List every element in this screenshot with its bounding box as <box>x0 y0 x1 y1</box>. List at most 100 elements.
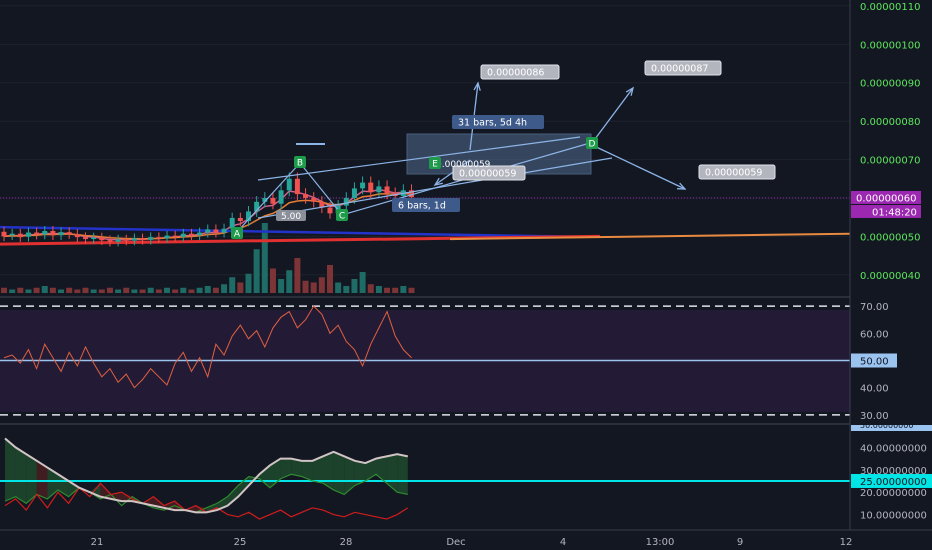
candle[interactable] <box>99 232 105 245</box>
candle[interactable] <box>164 230 170 244</box>
candle[interactable] <box>294 172 300 200</box>
candle[interactable] <box>156 232 162 244</box>
dmi-pane[interactable] <box>0 437 850 520</box>
candle[interactable] <box>91 232 97 244</box>
volume-bar <box>33 287 40 293</box>
time-tick-label: 12 <box>840 537 853 548</box>
candle[interactable] <box>42 226 48 240</box>
candle[interactable] <box>237 212 243 227</box>
candle[interactable] <box>262 192 268 208</box>
wave-point-c[interactable]: C <box>336 209 348 222</box>
point-letter: A <box>234 230 241 240</box>
candle[interactable] <box>360 176 366 195</box>
target-callout-1[interactable] <box>480 64 560 80</box>
candle[interactable] <box>270 192 276 210</box>
candle[interactable] <box>278 184 284 210</box>
candle[interactable] <box>311 192 317 208</box>
volume-bar <box>408 287 415 293</box>
target-callout-4[interactable] <box>698 164 776 180</box>
candle[interactable] <box>246 205 251 227</box>
candle[interactable] <box>205 224 211 238</box>
bars-label-1[interactable] <box>452 115 544 129</box>
volume-bar <box>351 279 358 293</box>
wave-point-e[interactable]: E <box>429 157 441 170</box>
time-tick-label: 4 <box>560 537 566 548</box>
candle-body <box>140 238 146 240</box>
candles[interactable] <box>1 172 415 247</box>
wave-point-a[interactable]: A <box>231 227 243 240</box>
volume-bar <box>115 289 122 293</box>
candle[interactable] <box>368 176 374 199</box>
candle-body <box>327 207 333 214</box>
dmi-level-badge <box>851 473 932 488</box>
candle[interactable] <box>327 202 333 219</box>
time-scale[interactable]: 21 25 28 Dec 4 13:00 9 12 <box>0 529 932 548</box>
dmi-fill-segment <box>36 460 48 499</box>
candle[interactable] <box>221 223 227 238</box>
candle[interactable] <box>34 227 40 240</box>
volume-bar <box>384 287 391 293</box>
bars-label-2-text: 6 bars, 1d <box>398 201 446 212</box>
time-tick-labels: 21 25 28 Dec 4 13:00 9 12 <box>91 537 853 548</box>
candle-body <box>107 240 113 242</box>
point-letter: E <box>432 160 438 170</box>
value-badge[interactable] <box>276 210 306 221</box>
candle[interactable] <box>376 180 382 199</box>
point-badge <box>429 157 441 169</box>
candle-body <box>58 232 64 236</box>
candle[interactable] <box>213 224 219 238</box>
candle[interactable] <box>115 234 121 247</box>
volume-bar <box>98 289 105 293</box>
volume-bar <box>269 268 276 293</box>
time-tick-label: 25 <box>234 537 247 548</box>
volume-bar <box>172 289 179 293</box>
projection-arrow-target[interactable] <box>591 87 634 144</box>
dmi-fill-segment <box>397 454 408 495</box>
price-tick-label: 0.00000110 <box>860 2 920 13</box>
candle[interactable] <box>148 232 154 245</box>
candle[interactable] <box>351 182 357 204</box>
candle[interactable] <box>83 232 88 244</box>
candle[interactable] <box>303 188 309 204</box>
candle[interactable] <box>1 226 7 242</box>
candle[interactable] <box>254 196 260 217</box>
candle[interactable] <box>140 233 146 245</box>
candle[interactable] <box>66 227 72 239</box>
candle[interactable] <box>123 234 129 246</box>
dmi-fill-segment <box>47 467 58 499</box>
target-callout-3[interactable] <box>452 165 526 181</box>
rsi-pane[interactable] <box>0 305 850 416</box>
dmi-fill-segment <box>26 454 37 504</box>
candle-body <box>237 217 243 222</box>
candle[interactable] <box>74 229 80 242</box>
wave-point-b[interactable]: B <box>294 156 306 169</box>
price-scale[interactable]: 0.00000110 0.00000100 0.00000090 0.00000080… <box>849 0 932 530</box>
candle[interactable] <box>58 227 64 241</box>
projection-arrow-down[interactable] <box>591 144 686 190</box>
candle[interactable] <box>50 226 56 241</box>
candle[interactable] <box>188 228 194 241</box>
candle[interactable] <box>197 227 203 241</box>
channel-upper-line[interactable] <box>257 136 581 181</box>
candle[interactable] <box>172 230 178 242</box>
candle[interactable] <box>286 172 292 197</box>
candle[interactable] <box>131 233 137 246</box>
candle[interactable] <box>17 228 23 242</box>
candle[interactable] <box>319 196 325 214</box>
dmi-top-badge <box>851 425 932 431</box>
projection-arrow-target-head <box>625 86 634 96</box>
wave-point-d[interactable]: D <box>586 137 598 150</box>
candle[interactable] <box>25 227 31 242</box>
target-callout-2[interactable] <box>644 60 722 76</box>
candle-body <box>34 232 40 235</box>
point-letter: D <box>589 140 596 150</box>
candle[interactable] <box>180 228 186 242</box>
candle[interactable] <box>343 192 349 212</box>
candle[interactable] <box>9 228 15 241</box>
candle[interactable] <box>107 235 113 247</box>
candle-body <box>115 239 121 242</box>
bars-label-2[interactable] <box>392 198 460 212</box>
